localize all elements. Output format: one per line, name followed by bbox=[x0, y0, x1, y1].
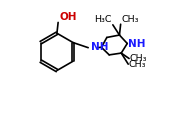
Text: OH: OH bbox=[59, 12, 77, 22]
Text: CH₃: CH₃ bbox=[129, 60, 146, 69]
Text: NH: NH bbox=[128, 39, 145, 49]
Text: CH₃: CH₃ bbox=[121, 15, 139, 24]
Text: CH₃: CH₃ bbox=[130, 54, 147, 63]
Text: H₃C: H₃C bbox=[94, 15, 112, 24]
Text: NH: NH bbox=[91, 42, 108, 52]
